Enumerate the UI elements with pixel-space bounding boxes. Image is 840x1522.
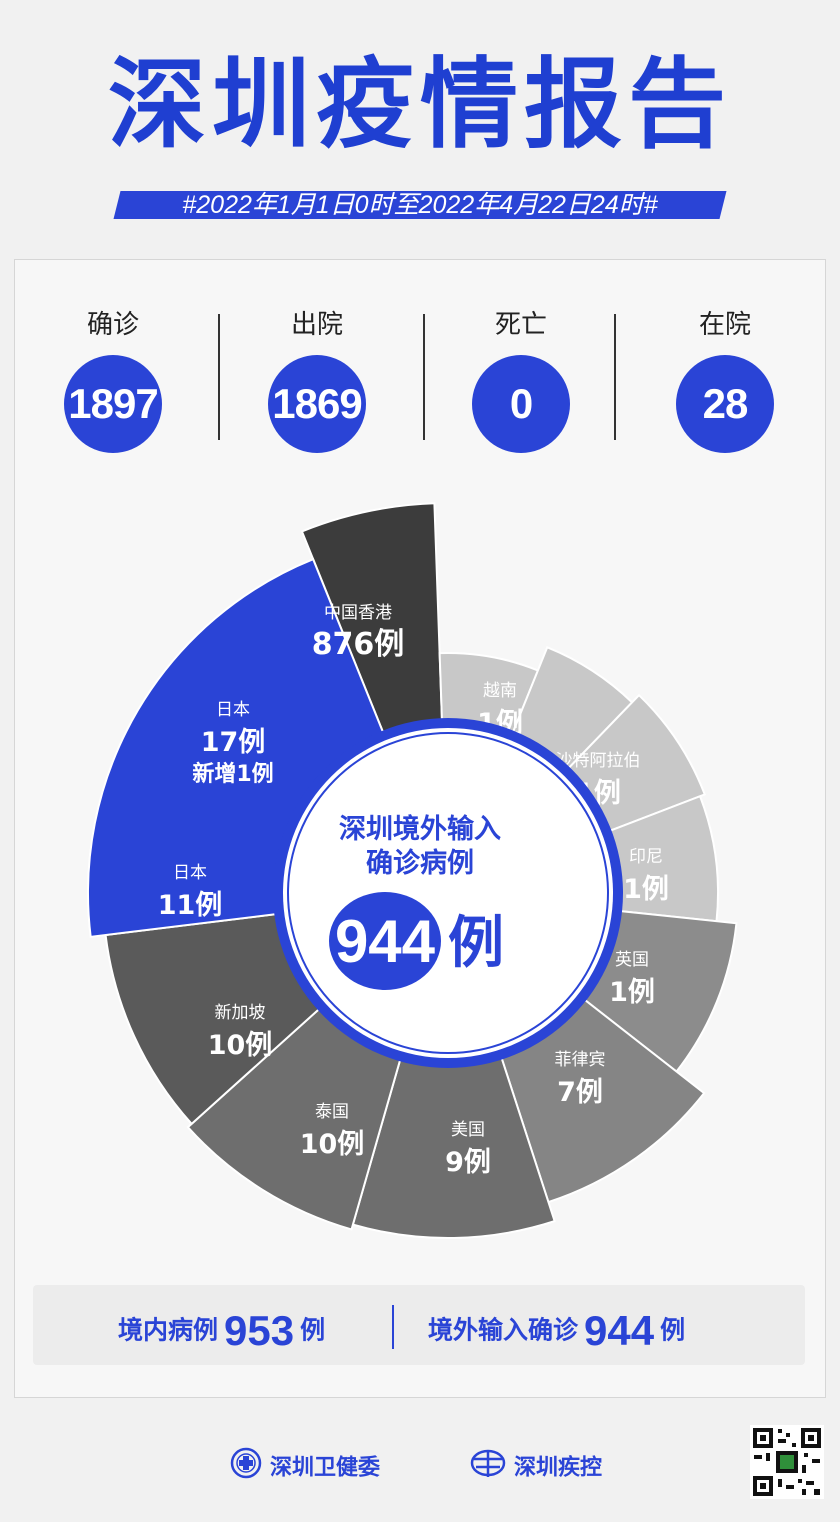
stat-hospitalized: 在院 28	[655, 305, 795, 453]
stat-value: 0	[472, 355, 570, 453]
date-range-subtitle: #2022年1月1日0时至2022年4月22日24时#	[182, 191, 658, 219]
center-number: 944	[335, 908, 436, 975]
imported-unit: 例	[660, 1315, 686, 1345]
stat-value: 1897	[64, 355, 162, 453]
sector-value-label: 7例	[557, 1077, 603, 1108]
sector-value-label: 10例	[300, 1129, 365, 1160]
sector-value-label: 10例	[208, 1030, 273, 1061]
health-commission-logo-icon	[230, 1447, 262, 1490]
center-ring-gap	[283, 728, 613, 1058]
chart-sectors	[87, 502, 738, 1239]
imported-summary: 境外输入确诊 944 例	[428, 1300, 685, 1360]
domestic-value: 953	[224, 1306, 295, 1354]
stat-divider	[423, 314, 425, 440]
sector-category-label: 沙特阿拉伯	[556, 751, 641, 771]
stat-value: 1869	[268, 355, 366, 453]
sector-category-label: 日本	[216, 700, 250, 720]
sector-value-label: 17例	[201, 727, 266, 758]
stat-label: 在院	[698, 310, 751, 340]
footer-org-cdc: 深圳疾控	[470, 1447, 602, 1481]
sector-category-label: 中国香港	[324, 603, 392, 623]
sector-value-label: 1例	[609, 977, 655, 1008]
stat-deaths: 死亡 0	[451, 305, 591, 453]
imported-value: 944	[584, 1306, 655, 1354]
sector-category-label: 日本	[173, 863, 207, 883]
summary-bar	[33, 1285, 805, 1365]
sector-category-label: 新加坡	[215, 1003, 266, 1023]
center-number-badge	[329, 892, 441, 990]
domestic-summary: 境内病例 953 例	[118, 1300, 325, 1360]
imported-label: 境外输入确诊	[428, 1315, 579, 1345]
sector-value-label: 1例	[623, 874, 669, 905]
center-title-line2: 确诊病例	[366, 847, 474, 879]
cdc-logo-icon	[470, 1447, 506, 1490]
stat-value: 28	[676, 355, 774, 453]
stat-discharged: 出院 1869	[247, 305, 387, 453]
chart-center: 深圳境外输入 确诊病例 944 例	[273, 718, 623, 1068]
stat-divider	[218, 314, 220, 440]
stat-confirmed: 确诊 1897	[43, 305, 183, 453]
center-ring-inner	[287, 732, 609, 1054]
sector-note-label: 新增1例	[192, 761, 273, 787]
sector-value-label: 11例	[158, 890, 223, 921]
sector-category-label: 美国	[451, 1120, 485, 1140]
sector-value-label: 876例	[312, 627, 405, 662]
domestic-unit: 例	[300, 1315, 326, 1345]
page-title: 深圳疫情报告	[107, 48, 732, 162]
sector-value-label: 9例	[445, 1147, 491, 1178]
sector-category-label: 越南	[483, 681, 517, 701]
domestic-label: 境内病例	[118, 1315, 219, 1345]
org1-name: 深圳卫健委	[270, 1455, 381, 1481]
stat-label: 出院	[290, 310, 343, 340]
sector-category-label: 英国	[615, 950, 649, 970]
center-title-line1: 深圳境外输入	[339, 813, 501, 845]
stat-divider	[614, 314, 616, 440]
sector-category-label: 泰国	[315, 1102, 349, 1122]
stat-label: 死亡	[494, 310, 547, 340]
stat-label: 确诊	[86, 310, 139, 340]
summary-divider	[392, 1305, 394, 1349]
footer-org-health-commission: 深圳卫健委	[230, 1447, 380, 1481]
sector-category-label: 菲律宾	[555, 1050, 606, 1070]
sector-category-label: 印尼	[629, 847, 663, 867]
center-unit: 例	[448, 911, 504, 976]
qr-code-icon[interactable]	[750, 1425, 824, 1499]
org2-name: 深圳疾控	[514, 1455, 603, 1481]
